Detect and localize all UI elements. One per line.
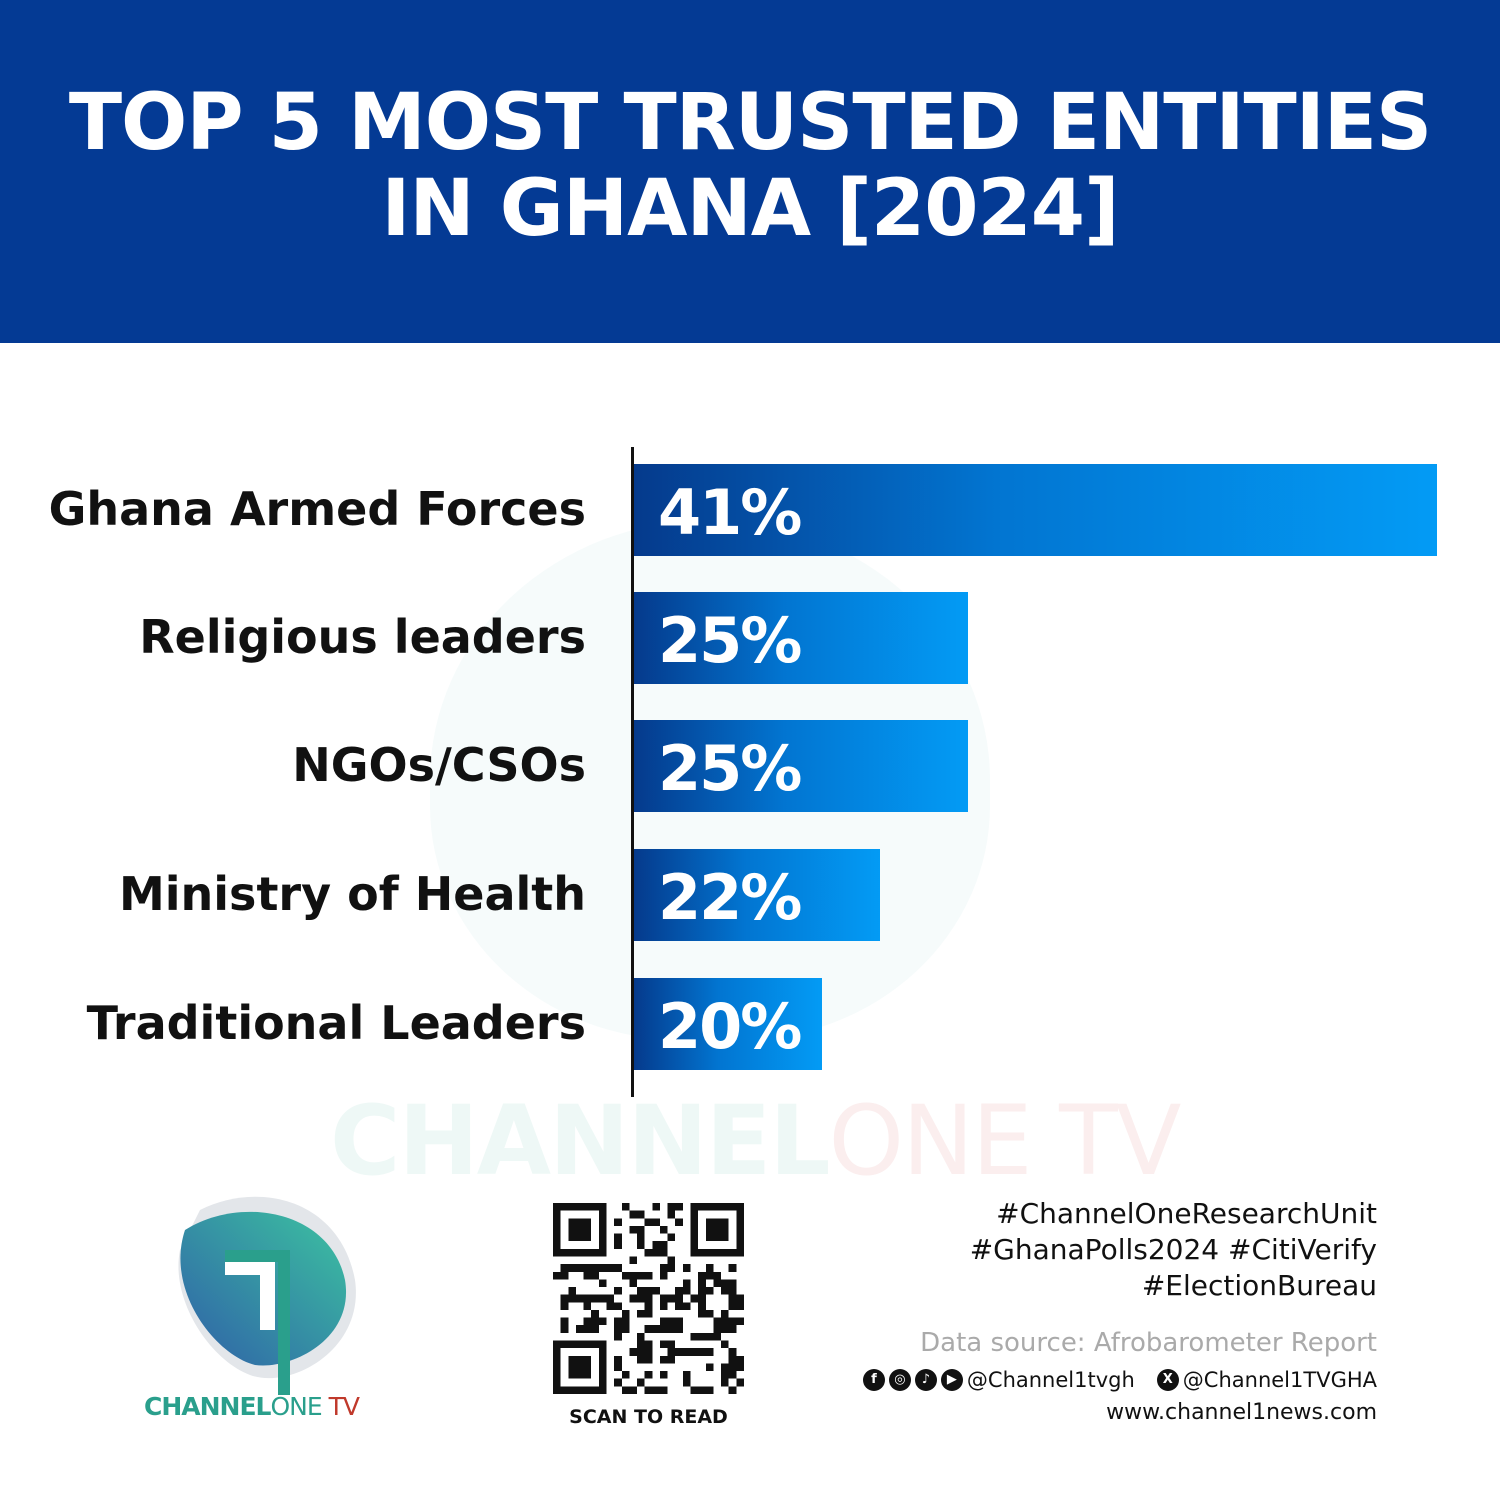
brand-part1: CHANNEL [144,1392,271,1421]
channel-one-logo [178,1196,356,1395]
hashtag-line: #ChannelOneResearchUnit [996,1197,1377,1230]
watermark-part1: CHANNEL [330,1085,831,1197]
bar: 20% [634,978,822,1070]
category-label: Ghana Armed Forces [48,482,586,536]
hashtag-line: #GhanaPolls2024 #CitiVerify [969,1233,1377,1266]
tiktok-icon[interactable]: ♪ [914,1369,937,1391]
handle-x[interactable]: @Channel1TVGHA [1182,1368,1377,1392]
category-label: Traditional Leaders [86,996,586,1050]
brand-name: CHANNELONE TV [144,1392,360,1421]
hashtag-line: #ElectionBureau [1141,1269,1377,1302]
website-link[interactable]: www.channel1news.com [1106,1400,1377,1425]
x-icon[interactable]: X [1156,1369,1179,1391]
title-line-2: IN GHANA [2024] [381,164,1119,254]
social-handles: f ◎ ♪ ▶ @Channel1tvgh X @Channel1TVGHA [862,1368,1377,1392]
bar: 41% [634,464,1437,556]
brand-part2: ONE [270,1392,322,1421]
watermark-text: CHANNELONE TV [330,1085,1182,1197]
bar: 25% [634,720,969,812]
page-title: TOP 5 MOST TRUSTED ENTITIES IN GHANA [20… [0,80,1500,252]
brand-part3: TV [321,1392,360,1421]
data-source: Data source: Afrobarometer Report [920,1328,1377,1358]
instagram-icon[interactable]: ◎ [888,1369,911,1391]
scan-label: SCAN TO READ [569,1406,728,1428]
category-label: NGOs/CSOs [292,738,586,792]
hashtags: #ChannelOneResearchUnit #GhanaPolls2024 … [970,1196,1377,1304]
bar: 25% [634,592,969,684]
data-label: 20% [658,990,802,1063]
data-label: 41% [658,476,802,549]
y-axis-line [631,447,634,1097]
category-label: Ministry of Health [119,867,586,921]
youtube-icon[interactable]: ▶ [940,1369,963,1391]
bar: 22% [634,849,881,941]
title-line-1: TOP 5 MOST TRUSTED ENTITIES [68,78,1432,168]
qr-code[interactable] [553,1203,744,1394]
header-banner: TOP 5 MOST TRUSTED ENTITIES IN GHANA [20… [0,0,1500,343]
data-label: 22% [658,861,802,934]
data-label: 25% [658,604,802,677]
handle-main[interactable]: @Channel1tvgh [966,1368,1135,1392]
watermark-part2: ONE TV [828,1085,1182,1197]
facebook-icon[interactable]: f [862,1369,885,1391]
data-label: 25% [658,732,802,805]
category-label: Religious leaders [139,610,586,664]
